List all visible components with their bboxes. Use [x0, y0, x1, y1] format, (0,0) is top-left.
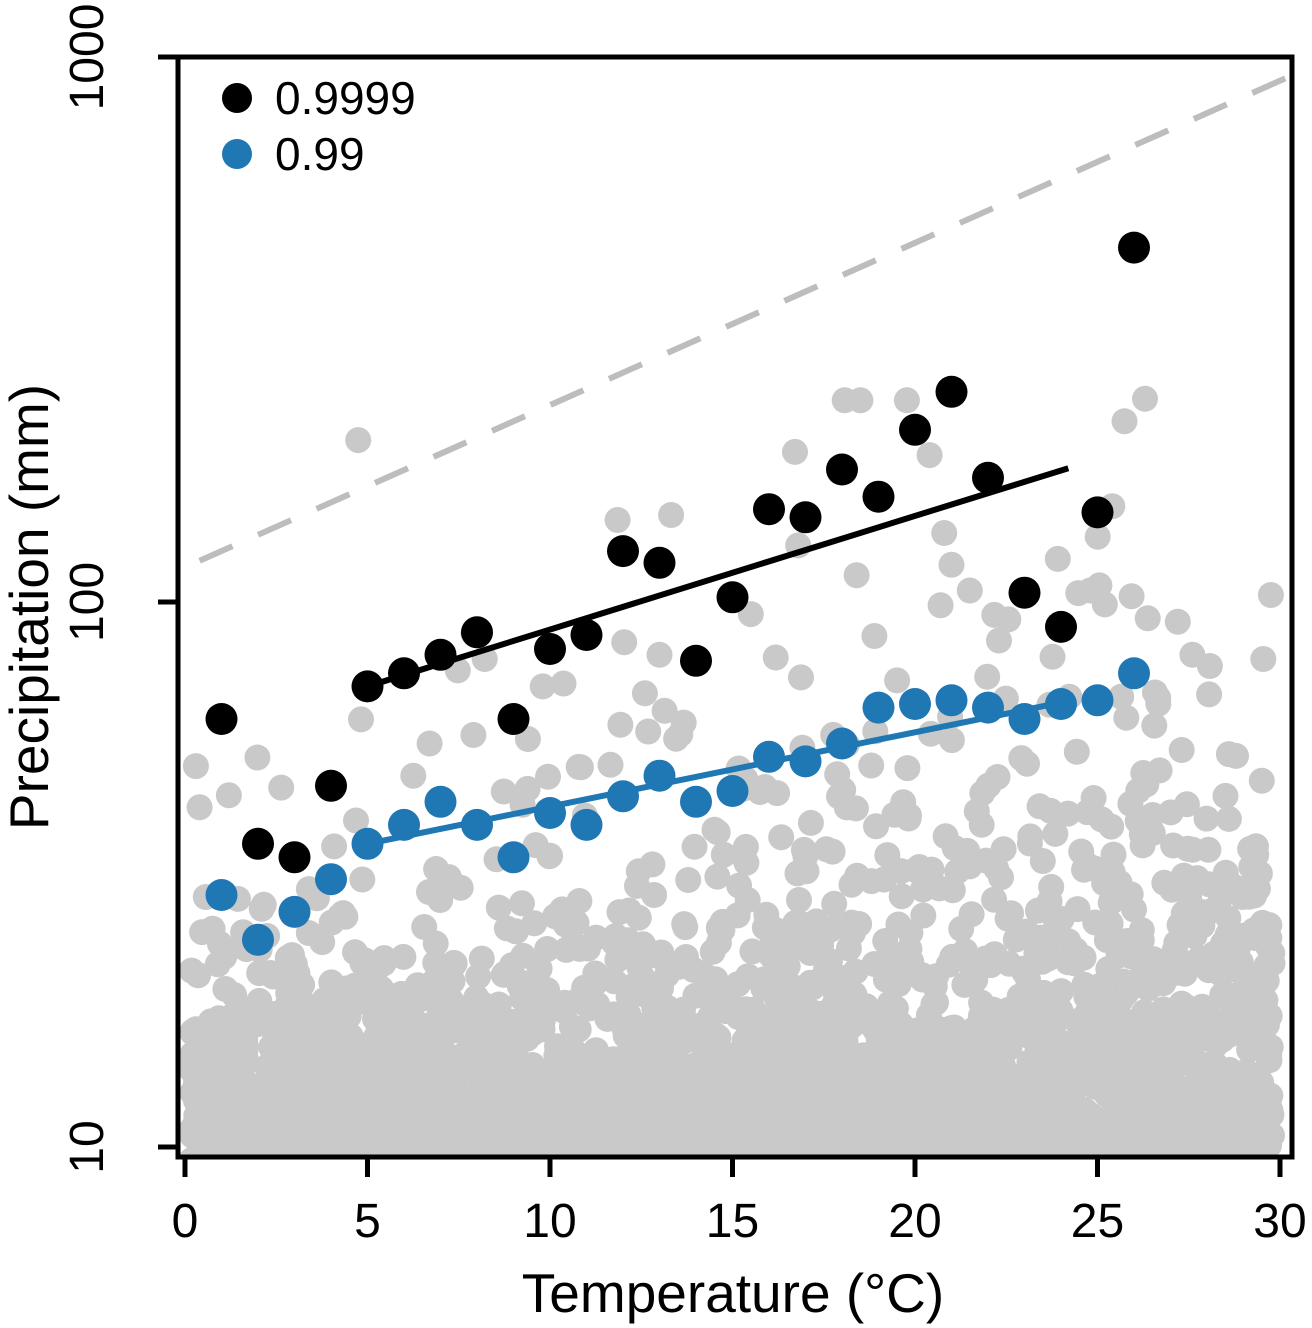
background-point	[938, 551, 965, 578]
data-point	[716, 775, 749, 807]
x-tick-label: 10	[523, 1195, 576, 1248]
series-quantile-0.99	[205, 657, 1150, 956]
background-point	[1132, 385, 1158, 412]
data-point	[1118, 657, 1150, 690]
data-point	[607, 780, 639, 813]
data-point	[1081, 684, 1114, 717]
data-point	[862, 691, 895, 724]
x-tick-label: 0	[172, 1195, 199, 1248]
data-point	[388, 657, 420, 690]
data-point	[789, 745, 822, 778]
x-tick-label: 20	[888, 1195, 941, 1248]
data-point	[497, 841, 530, 874]
data-point	[278, 841, 311, 874]
legend-marker	[222, 83, 252, 113]
data-point	[315, 769, 347, 802]
legend-marker	[222, 139, 252, 169]
data-point	[424, 638, 457, 671]
x-tick-label: 25	[1071, 1195, 1124, 1248]
data-point	[935, 375, 968, 408]
legend-label: 0.9999	[275, 72, 416, 124]
legend-label: 0.99	[275, 128, 365, 180]
data-point	[899, 688, 931, 720]
x-tick-label: 5	[354, 1195, 381, 1248]
y-tick-label: 1000	[61, 4, 114, 111]
data-point	[753, 740, 785, 773]
data-point	[278, 895, 311, 928]
data-point	[935, 684, 968, 717]
data-point	[643, 546, 676, 579]
background-point	[1215, 805, 1242, 832]
background-point	[843, 562, 870, 589]
data-point	[789, 501, 822, 534]
data-point	[461, 808, 493, 841]
background-point	[986, 627, 1012, 654]
data-point	[205, 879, 238, 911]
data-point	[570, 619, 603, 651]
data-point	[1118, 231, 1150, 264]
data-point	[534, 633, 566, 665]
line-cc-scaling-reference	[198, 72, 1292, 564]
data-point	[1045, 610, 1077, 643]
x-tick-label: 30	[1253, 1195, 1306, 1248]
data-point	[205, 703, 238, 735]
data-point	[1008, 703, 1041, 735]
background-point	[186, 794, 213, 821]
data-point	[1081, 496, 1114, 529]
data-point	[716, 581, 749, 614]
data-point	[899, 413, 931, 446]
data-point	[972, 461, 1004, 494]
data-point	[607, 535, 639, 568]
background-point	[460, 722, 487, 748]
data-point	[351, 827, 384, 860]
background-point	[1248, 767, 1275, 794]
data-point	[461, 616, 493, 649]
y-axis-title: Precipitation (mm)	[0, 384, 60, 830]
data-point	[424, 785, 457, 818]
data-point	[972, 691, 1004, 724]
data-point	[388, 808, 420, 841]
data-point	[242, 827, 274, 860]
data-point	[680, 785, 712, 818]
data-point	[497, 703, 530, 735]
data-point	[351, 670, 384, 703]
background-point	[529, 673, 556, 700]
data-point	[1008, 576, 1041, 609]
background-point	[1091, 591, 1118, 618]
data-point	[570, 808, 603, 841]
background-point	[1179, 641, 1206, 668]
background-point	[1164, 608, 1191, 635]
x-tick-label: 15	[706, 1195, 759, 1248]
data-point	[534, 797, 566, 829]
y-tick-label: 10	[61, 1120, 114, 1173]
data-point	[826, 453, 858, 486]
data-point	[753, 493, 785, 526]
background-point	[416, 730, 443, 757]
data-point	[315, 863, 347, 896]
x-axis-title: Temperature (°C)	[522, 1262, 944, 1324]
data-point	[862, 480, 895, 513]
data-point	[242, 923, 274, 956]
background-point	[956, 577, 983, 604]
line-fit-0.9999	[366, 465, 1070, 690]
y-tick-label: 100	[61, 562, 114, 642]
data-point	[680, 644, 712, 677]
background-point	[916, 442, 943, 469]
background-points-layer	[178, 385, 1286, 1157]
data-point	[643, 759, 676, 792]
data-point	[826, 727, 858, 760]
background-point	[182, 753, 209, 780]
background-point	[646, 641, 673, 668]
background-point	[631, 680, 658, 707]
series-quantile-0.9999	[205, 231, 1150, 874]
data-point	[1045, 688, 1077, 720]
